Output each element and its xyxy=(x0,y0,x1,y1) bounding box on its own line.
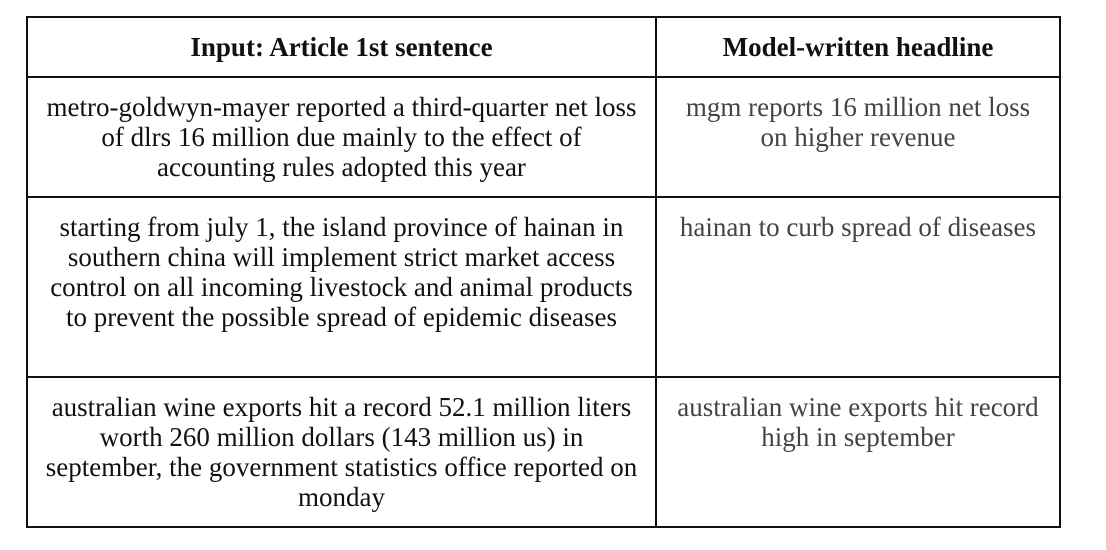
input-cell: metro-goldwyn-mayer reported a third-qua… xyxy=(26,76,657,198)
header-row: Input: Article 1st sentence Model-writte… xyxy=(26,16,1061,78)
table-header: Input: Article 1st sentence Model-writte… xyxy=(26,16,1061,78)
input-cell: starting from july 1, the island provinc… xyxy=(26,196,657,378)
headline-cell: australian wine exports hit record high … xyxy=(655,376,1061,528)
input-cell: australian wine exports hit a record 52.… xyxy=(26,376,657,528)
headline-cell: mgm reports 16 million net loss on highe… xyxy=(655,76,1061,198)
table-row: metro-goldwyn-mayer reported a third-qua… xyxy=(26,76,1061,198)
headline-examples-table: Input: Article 1st sentence Model-writte… xyxy=(26,16,1061,528)
table-row: australian wine exports hit a record 52.… xyxy=(26,376,1061,528)
table-body: metro-goldwyn-mayer reported a third-qua… xyxy=(26,76,1061,528)
column-header-input: Input: Article 1st sentence xyxy=(26,16,657,78)
headline-cell: hainan to curb spread of diseases xyxy=(655,196,1061,378)
column-header-headline: Model-written headline xyxy=(655,16,1061,78)
headline-examples-table-container: Input: Article 1st sentence Model-writte… xyxy=(26,16,1061,528)
table-row: starting from july 1, the island provinc… xyxy=(26,196,1061,378)
